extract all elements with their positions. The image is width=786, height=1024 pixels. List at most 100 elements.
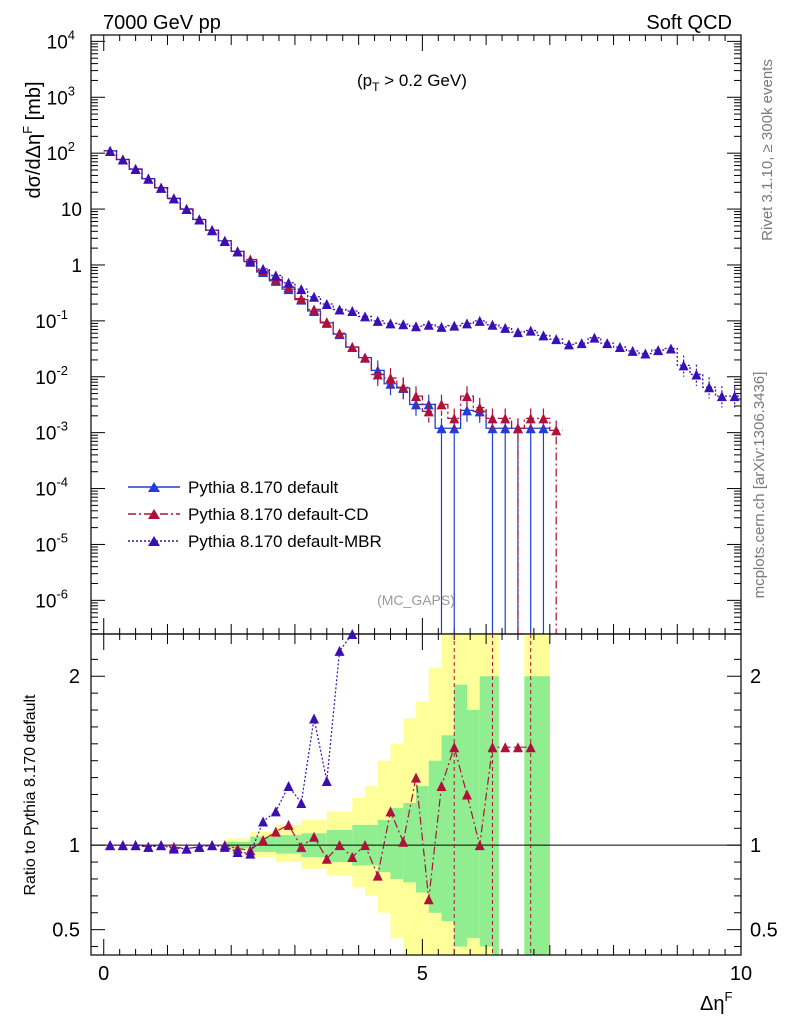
- y-tick-label: 10-2: [35, 363, 68, 389]
- data-point: [551, 334, 562, 345]
- ratio-band-inner: [428, 760, 442, 913]
- data-point: [461, 318, 472, 329]
- mcplots-label: mcplots.cern.ch [arXiv:1306.3436]: [751, 372, 768, 599]
- data-point: [232, 246, 243, 257]
- process-label: Soft QCD: [646, 12, 732, 34]
- y-tick-label: 10-4: [35, 475, 68, 501]
- data-point: [321, 317, 332, 328]
- ratio-point: [130, 840, 141, 851]
- data-point: [500, 322, 511, 333]
- ratio-point: [143, 841, 154, 852]
- ratio-band-inner: [403, 802, 416, 883]
- data-point: [423, 319, 434, 330]
- legend-marker-default: [148, 482, 160, 492]
- ratio-point: [168, 843, 179, 854]
- ratio-point: [283, 781, 294, 792]
- legend-label-mbr: Pythia 8.170 default-MBR: [188, 532, 382, 551]
- legend-label-cd: Pythia 8.170 default-CD: [188, 505, 369, 524]
- data-point: [411, 391, 421, 402]
- data-point: [156, 182, 167, 193]
- ratio-point: [181, 843, 192, 854]
- y-tick-label: 10-1: [35, 307, 68, 333]
- ratio-point: [334, 840, 345, 851]
- series-line-1: [103, 150, 563, 431]
- energy-label: 7000 GeV pp: [103, 12, 221, 34]
- ratio-point: [334, 645, 345, 656]
- x-tick-label: 10: [730, 963, 752, 985]
- ratio-y-tick-label: 0.5: [52, 920, 80, 942]
- ratio-band-inner: [454, 684, 467, 947]
- ratio-point: [385, 806, 396, 817]
- data-point: [576, 338, 587, 349]
- y-axis-title-ratio: Ratio to Pythia 8.170 default: [22, 694, 39, 896]
- data-point: [449, 320, 460, 331]
- data-point: [372, 315, 383, 326]
- ratio-point: [360, 840, 371, 851]
- ratio-point: [232, 846, 243, 857]
- y-tick-label: 103: [47, 83, 75, 109]
- ratio-point: [245, 848, 256, 859]
- ratio-point: [423, 894, 434, 905]
- ratio-point: [436, 781, 447, 792]
- ratio-y-tick-label-right: 1: [750, 835, 761, 857]
- data-point: [627, 345, 638, 356]
- data-point: [258, 263, 269, 274]
- data-point: [461, 391, 472, 402]
- ratio-point: [156, 840, 167, 851]
- data-point: [487, 319, 498, 330]
- data-point: [423, 406, 434, 417]
- y-tick-label: 102: [47, 139, 75, 165]
- data-point: [219, 235, 230, 246]
- data-point: [194, 214, 205, 225]
- data-point: [309, 291, 320, 302]
- data-point: [716, 391, 727, 402]
- ratio-point: [309, 831, 320, 842]
- data-point: [296, 284, 307, 295]
- data-point: [525, 325, 536, 336]
- ratio-y-tick-label: 2: [69, 666, 80, 688]
- x-tick-label: 5: [417, 963, 428, 985]
- ratio-point: [309, 713, 320, 724]
- ratio-point: [461, 789, 472, 800]
- ratio-point: [347, 629, 358, 639]
- data-point: [143, 173, 154, 184]
- series-line-0: [103, 150, 550, 429]
- y-tick-label: 1: [71, 256, 82, 277]
- data-point: [334, 328, 345, 339]
- data-point: [360, 352, 371, 363]
- data-point: [436, 423, 447, 434]
- ratio-y-tick-label: 1: [69, 835, 80, 857]
- data-point: [411, 321, 421, 332]
- data-point: [436, 321, 447, 332]
- data-point: [296, 293, 307, 304]
- ratio-band-inner: [524, 676, 550, 955]
- ratio-point: [219, 841, 230, 852]
- data-point: [449, 413, 460, 424]
- data-point: [270, 270, 281, 281]
- ratio-band-inner: [466, 710, 480, 939]
- data-point: [398, 382, 409, 393]
- ratio-point: [270, 826, 281, 837]
- x-axis-title: ΔηF: [700, 989, 732, 1015]
- ratio-point: [105, 840, 116, 851]
- data-point: [678, 360, 689, 371]
- y-tick-label: 104: [47, 27, 75, 53]
- ratio-band-inner: [390, 808, 404, 879]
- data-point: [538, 413, 549, 424]
- data-point: [563, 339, 574, 350]
- ratio-line-0: [110, 745, 531, 900]
- y-axis-title-main: dσ/dΔηF [mb]: [20, 81, 45, 198]
- y-tick-label: 10-6: [35, 586, 68, 612]
- ratio-plot-panel: 0 5 10 2 2 1 1 0.5 0.5: [52, 629, 778, 985]
- ratio-band-inner: [492, 676, 499, 955]
- ratio-point: [321, 853, 332, 864]
- data-point: [602, 338, 613, 349]
- ratio-point: [207, 840, 218, 851]
- data-point: [729, 391, 740, 402]
- ratio-point: [372, 870, 383, 881]
- data-point: [130, 164, 141, 175]
- y-tick-label: 10-5: [35, 530, 68, 556]
- data-point: [653, 345, 664, 356]
